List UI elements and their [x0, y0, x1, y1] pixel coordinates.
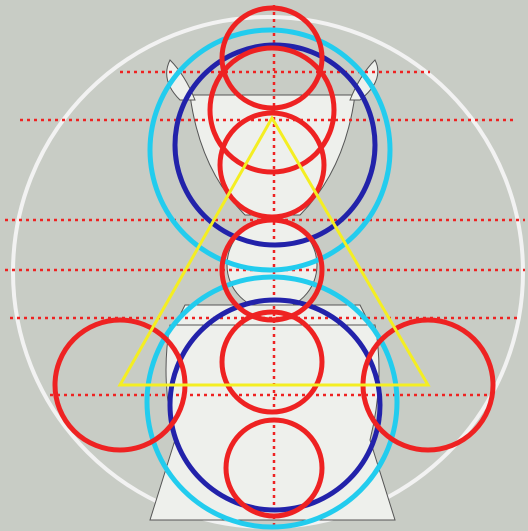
red-circle: [207, 45, 337, 175]
red-circle: [219, 217, 325, 323]
red-circle: [219, 309, 325, 415]
red-circle: [223, 417, 325, 519]
red-circle: [219, 5, 325, 111]
red-circle: [217, 110, 327, 220]
triangle: [117, 114, 431, 387]
vase-neck: [189, 94, 356, 216]
cyan-circle: [147, 27, 393, 273]
blue-circle: [172, 42, 378, 248]
blue-circle: [167, 297, 383, 513]
cyan-circle: [144, 274, 400, 530]
circles: [52, 5, 496, 530]
